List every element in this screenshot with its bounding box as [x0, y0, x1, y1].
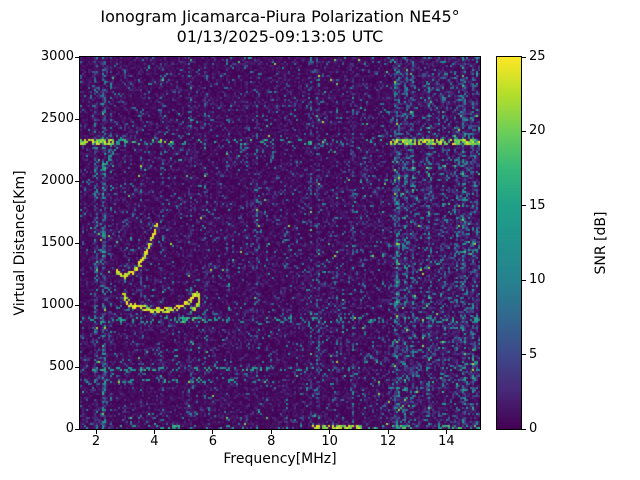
x-tick-mark	[387, 430, 389, 434]
chart-title-timestamp: 01/13/2025-09:13:05 UTC	[176, 27, 384, 46]
colorbar-tick-label: 20	[529, 123, 546, 139]
y-tick-label: 1000	[40, 297, 74, 312]
y-tick-label: 2000	[40, 173, 74, 188]
colorbar-tick-mark	[522, 205, 526, 207]
colorbar-label: SNR [dB]	[593, 211, 609, 275]
y-tick-mark	[75, 56, 79, 58]
chart-title: Ionogram Jicamarca-Piura Polarization NE…	[80, 7, 480, 47]
x-axis-label: Frequency[MHz]	[223, 451, 337, 467]
y-axis-label: Virtual Distance[Km]	[12, 170, 28, 316]
colorbar-tick-label: 10	[529, 272, 546, 288]
colorbar-tick-mark	[522, 279, 526, 281]
x-tick-mark	[95, 430, 97, 434]
y-tick-mark	[75, 304, 79, 306]
x-tick-mark	[445, 430, 447, 434]
y-tick-label: 0	[65, 421, 74, 436]
y-tick-mark	[75, 118, 79, 120]
y-tick-label: 3000	[40, 49, 74, 64]
x-tick-mark	[153, 430, 155, 434]
colorbar-tick-mark	[522, 354, 526, 356]
colorbar-tick-label: 15	[529, 197, 546, 213]
x-tick-label: 14	[438, 434, 455, 449]
x-tick-label: 2	[91, 434, 101, 449]
x-tick-mark	[270, 430, 272, 434]
y-tick-mark	[75, 428, 79, 430]
colorbar-tick-label: 5	[529, 346, 538, 362]
y-tick-label: 1500	[40, 235, 74, 250]
x-tick-mark	[329, 430, 331, 434]
ionogram-heatmap-canvas	[80, 57, 480, 429]
y-tick-label: 500	[49, 359, 74, 374]
chart-title-main: Ionogram Jicamarca-Piura Polarization NE…	[100, 7, 460, 26]
x-tick-label: 8	[267, 434, 276, 449]
y-tick-mark	[75, 366, 79, 368]
y-tick-label: 2500	[40, 111, 74, 126]
x-tick-label: 10	[321, 434, 338, 449]
x-tick-label: 4	[150, 434, 159, 449]
colorbar-tick-mark	[522, 56, 526, 58]
x-tick-mark	[212, 430, 214, 434]
colorbar-tick-mark	[522, 130, 526, 132]
y-tick-mark	[75, 242, 79, 244]
colorbar-gradient-canvas	[497, 57, 521, 429]
y-tick-mark	[75, 180, 79, 182]
colorbar-tick-mark	[522, 428, 526, 430]
x-tick-label: 6	[208, 434, 217, 449]
x-tick-label: 12	[379, 434, 397, 449]
colorbar-tick-label: 0	[529, 421, 538, 436]
colorbar-tick-label: 25	[529, 49, 546, 64]
